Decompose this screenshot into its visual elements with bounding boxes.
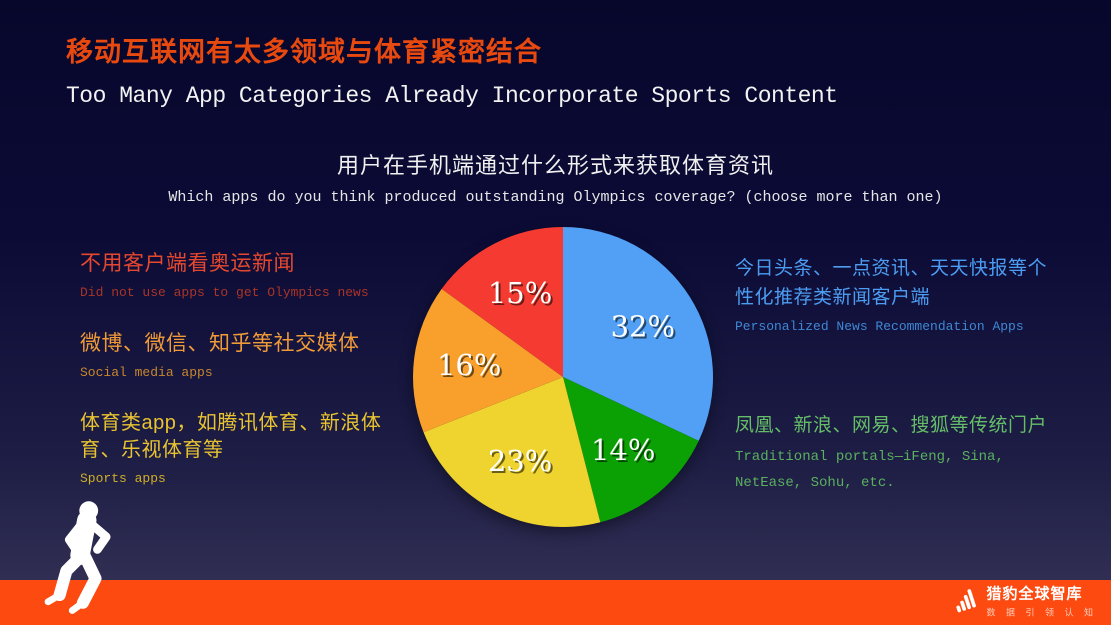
bar-chart-logo-icon — [952, 585, 978, 620]
chart-heading: 用户在手机端通过什么形式来获取体育资讯 Which apps do you th… — [0, 148, 1111, 206]
legend-item-traditional-portals: 凤凰、新浪、网易、搜狐等传统门户 Traditional portals—iFe… — [735, 412, 1065, 497]
legend-label-en: Did not use apps to get Olympics news — [80, 285, 369, 301]
legend-label-zh: 体育类app，如腾讯体育、新浪体育、乐视体育等 — [80, 412, 382, 461]
footer-bar: 猎豹全球智库 数 据 引 领 认 知 — [0, 580, 1111, 625]
chart-title-en: Which apps do you think produced outstan… — [168, 189, 943, 206]
legend-item-social-media: 微博、微信、知乎等社交媒体 Social media apps — [80, 330, 410, 383]
runner-silhouette-icon — [30, 500, 130, 625]
pie-slice-value-label: 23% — [488, 444, 552, 478]
legend-label-en: Social media apps — [80, 365, 213, 381]
pie-slice-value-label: 23% — [490, 446, 554, 480]
pie-slice — [412, 288, 563, 433]
pie-slice-value-label: 32% — [611, 309, 675, 343]
pie-slice-value-label: 15% — [490, 278, 554, 312]
legend-label-zh: 凤凰、新浪、网易、搜狐等传统门户 — [735, 415, 1048, 436]
slide-header: 移动互联网有太多领域与体育紧密结合 Too Many App Categorie… — [66, 37, 838, 109]
pie-slice-value-label: 14% — [591, 433, 655, 467]
slide-title-en: Too Many App Categories Already Incorpor… — [66, 82, 838, 109]
legend-item-sports-apps: 体育类app，如腾讯体育、新浪体育、乐视体育等 Sports apps — [80, 410, 415, 489]
logo-tagline: 数 据 引 领 认 知 — [986, 607, 1097, 618]
legend-label-zh: 不用客户端看奥运新闻 — [80, 252, 295, 275]
pie-slice-value-label: 15% — [488, 276, 552, 310]
pie-slice-value-label: 16% — [439, 350, 503, 384]
legend-label-en: Sports apps — [80, 471, 166, 486]
legend-item-personalized-news: 今日头条、一点资讯、天天快报等个性化推荐类新闻客户端 Personalized … — [735, 255, 1065, 337]
logo-text: 猎豹全球智库 — [986, 585, 1083, 603]
pie-slice-value-label: 32% — [613, 311, 677, 345]
pie-slice — [441, 227, 563, 377]
pie-slice — [423, 377, 601, 528]
pie-slice-value-label: 14% — [593, 435, 657, 469]
pie-chart: 32% 32% 14% 14% 23% 23% 16% 16% 15% 15% — [408, 222, 718, 532]
pie-chart-svg: 32%32%14%14%23%23%16%16%15%15% — [412, 227, 713, 528]
legend-label-zh: 微博、微信、知乎等社交媒体 — [80, 332, 360, 355]
slide-title-zh: 移动互联网有太多领域与体育紧密结合 — [66, 37, 542, 67]
pie-slice-value-label: 16% — [437, 348, 501, 382]
legend-label-en: Personalized News Recommendation Apps — [735, 319, 1024, 334]
legend-label-en: Traditional portals—iFeng, Sina, NetEase… — [735, 448, 1004, 492]
legend-label-zh: 今日头条、一点资讯、天天快报等个性化推荐类新闻客户端 — [735, 258, 1048, 308]
pie-slice — [563, 227, 713, 441]
brand-logo: 猎豹全球智库 数 据 引 领 认 知 — [952, 585, 1097, 620]
pie-slice — [563, 377, 699, 523]
legend-item-no-apps: 不用客户端看奥运新闻 Did not use apps to get Olymp… — [80, 250, 410, 303]
chart-title-zh: 用户在手机端通过什么形式来获取体育资讯 — [336, 153, 774, 178]
